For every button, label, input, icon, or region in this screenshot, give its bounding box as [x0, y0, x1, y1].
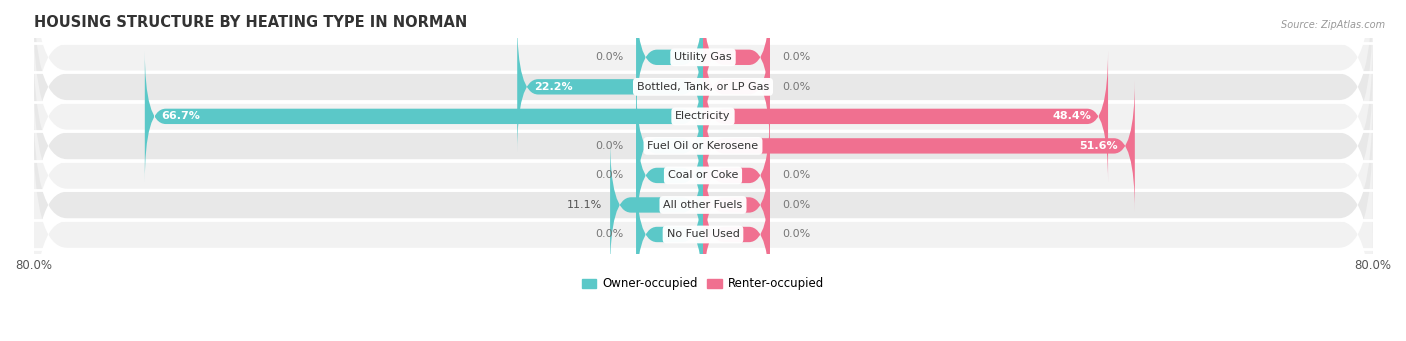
FancyBboxPatch shape [703, 0, 770, 123]
Text: 48.4%: 48.4% [1053, 112, 1091, 121]
Text: Bottled, Tank, or LP Gas: Bottled, Tank, or LP Gas [637, 82, 769, 92]
Text: 66.7%: 66.7% [162, 112, 201, 121]
Text: 0.0%: 0.0% [783, 200, 811, 210]
Text: No Fuel Used: No Fuel Used [666, 229, 740, 239]
FancyBboxPatch shape [703, 80, 1135, 212]
FancyBboxPatch shape [145, 50, 703, 182]
Text: 0.0%: 0.0% [783, 229, 811, 239]
FancyBboxPatch shape [636, 168, 703, 301]
Text: 22.2%: 22.2% [534, 82, 572, 92]
Text: 0.0%: 0.0% [783, 82, 811, 92]
FancyBboxPatch shape [703, 168, 770, 301]
FancyBboxPatch shape [34, 71, 1372, 280]
FancyBboxPatch shape [610, 139, 703, 271]
Text: Electricity: Electricity [675, 112, 731, 121]
Text: Fuel Oil or Kerosene: Fuel Oil or Kerosene [647, 141, 759, 151]
FancyBboxPatch shape [703, 50, 1108, 182]
Text: All other Fuels: All other Fuels [664, 200, 742, 210]
Text: 0.0%: 0.0% [783, 52, 811, 62]
FancyBboxPatch shape [703, 109, 770, 241]
Legend: Owner-occupied, Renter-occupied: Owner-occupied, Renter-occupied [578, 273, 828, 295]
Text: Source: ZipAtlas.com: Source: ZipAtlas.com [1281, 20, 1385, 30]
Text: 51.6%: 51.6% [1080, 141, 1118, 151]
FancyBboxPatch shape [636, 109, 703, 241]
FancyBboxPatch shape [636, 80, 703, 212]
Text: 0.0%: 0.0% [595, 141, 623, 151]
Text: 11.1%: 11.1% [567, 200, 602, 210]
FancyBboxPatch shape [703, 139, 770, 271]
FancyBboxPatch shape [636, 0, 703, 123]
FancyBboxPatch shape [517, 21, 703, 153]
FancyBboxPatch shape [34, 0, 1372, 192]
FancyBboxPatch shape [34, 130, 1372, 339]
FancyBboxPatch shape [34, 100, 1372, 310]
FancyBboxPatch shape [703, 21, 770, 153]
Text: Utility Gas: Utility Gas [675, 52, 731, 62]
Text: 0.0%: 0.0% [595, 229, 623, 239]
Text: HOUSING STRUCTURE BY HEATING TYPE IN NORMAN: HOUSING STRUCTURE BY HEATING TYPE IN NOR… [34, 15, 467, 30]
FancyBboxPatch shape [34, 0, 1372, 162]
FancyBboxPatch shape [34, 12, 1372, 221]
Text: 0.0%: 0.0% [595, 52, 623, 62]
Text: 0.0%: 0.0% [783, 170, 811, 180]
Text: Coal or Coke: Coal or Coke [668, 170, 738, 180]
FancyBboxPatch shape [34, 41, 1372, 251]
Text: 0.0%: 0.0% [595, 170, 623, 180]
